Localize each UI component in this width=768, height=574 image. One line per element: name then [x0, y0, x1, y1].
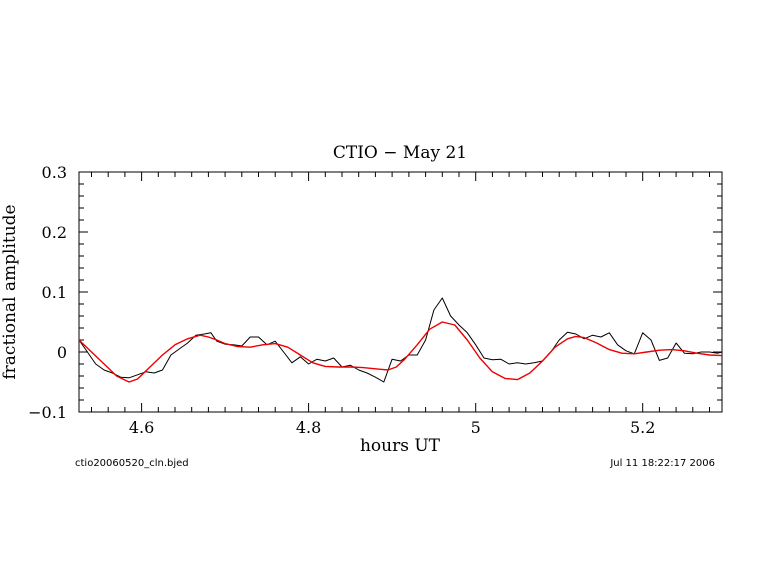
x-tick-label: 4.8	[296, 418, 321, 437]
x-tick-label: 5	[471, 418, 481, 437]
y-tick-labels: −0.1 0 0.1 0.2 0.3	[28, 163, 67, 422]
footer-timestamp: Jul 11 18:22:17 2006	[609, 458, 715, 469]
y-tick-label: 0.3	[42, 163, 67, 182]
y-tick-label: 0.1	[42, 283, 67, 302]
x-tick-label: 5.2	[630, 418, 655, 437]
series-lines	[78, 297, 723, 383]
footer-filename: ctio20060520_cln.bjed	[75, 458, 189, 469]
y-axis-label: fractional amplitude	[0, 204, 20, 379]
model-fit-line	[78, 321, 723, 383]
chart-title: CTIO − May 21	[333, 143, 467, 163]
plot-frame	[78, 171, 723, 413]
x-tick-labels: 4.6 4.8 5 5.2	[129, 418, 656, 437]
observed-data-line	[78, 297, 723, 383]
x-tick-label: 4.6	[129, 418, 154, 437]
y-tick-label: 0.2	[42, 223, 67, 242]
plot-border	[78, 171, 723, 413]
x-axis-label: hours UT	[360, 436, 441, 456]
axis-ticks	[79, 171, 722, 413]
y-tick-label: 0	[57, 343, 67, 362]
y-tick-label: −0.1	[28, 403, 67, 422]
